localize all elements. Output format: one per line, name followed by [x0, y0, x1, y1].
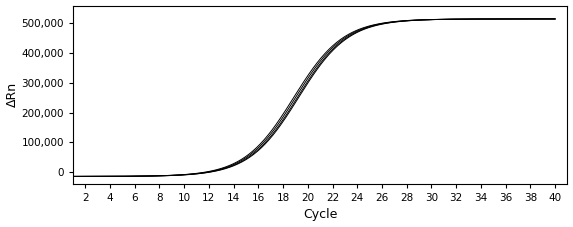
X-axis label: Cycle: Cycle	[303, 208, 337, 222]
Y-axis label: ΔRn: ΔRn	[6, 82, 18, 107]
